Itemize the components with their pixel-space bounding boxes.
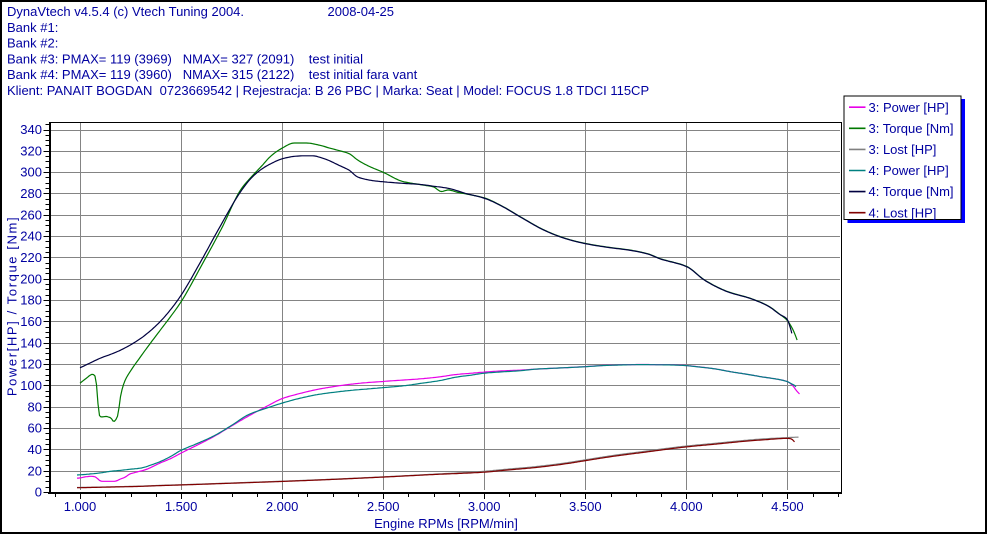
svg-text:3: Power [HP]: 3: Power [HP]: [869, 100, 949, 115]
svg-text:320: 320: [20, 143, 42, 158]
svg-text:3: Torque [Nm]: 3: Torque [Nm]: [869, 121, 954, 136]
svg-text:3.000: 3.000: [468, 499, 501, 514]
svg-text:2008-04-25: 2008-04-25: [328, 4, 395, 19]
svg-text:280: 280: [20, 186, 42, 201]
svg-text:4.500: 4.500: [771, 499, 804, 514]
svg-text:0: 0: [35, 485, 42, 500]
svg-text:200: 200: [20, 271, 42, 286]
svg-text:Bank #2:: Bank #2:: [7, 36, 58, 51]
svg-text:260: 260: [20, 207, 42, 222]
svg-text:Klient: PANAIT BOGDAN 0723669: Klient: PANAIT BOGDAN 0723669542 | Rejes…: [7, 83, 649, 98]
svg-text:80: 80: [28, 399, 42, 414]
svg-text:4: Lost [HP]: 4: Lost [HP]: [869, 205, 937, 220]
svg-text:340: 340: [20, 122, 42, 137]
svg-text:140: 140: [20, 335, 42, 350]
svg-text:Bank #3: PMAX= 119 (3969) NM: Bank #3: PMAX= 119 (3969) NMAX= 327 (209…: [7, 51, 363, 66]
svg-text:Engine RPMs [RPM/min]: Engine RPMs [RPM/min]: [374, 516, 518, 531]
svg-text:240: 240: [20, 229, 42, 244]
svg-text:Power[HP] / Torque [Nm]: Power[HP] / Torque [Nm]: [5, 216, 20, 396]
svg-text:160: 160: [20, 314, 42, 329]
svg-text:100: 100: [20, 378, 42, 393]
svg-text:3.500: 3.500: [569, 499, 602, 514]
svg-text:3: Lost [HP]: 3: Lost [HP]: [869, 142, 937, 157]
svg-text:4: Power [HP]: 4: Power [HP]: [869, 163, 949, 178]
svg-text:2.000: 2.000: [266, 499, 299, 514]
svg-text:Bank #4: PMAX= 119 (3960) NM: Bank #4: PMAX= 119 (3960) NMAX= 315 (212…: [7, 67, 418, 82]
svg-text:40: 40: [28, 442, 42, 457]
svg-text:Bank #1:: Bank #1:: [7, 20, 58, 35]
svg-text:120: 120: [20, 357, 42, 372]
svg-text:1.500: 1.500: [165, 499, 198, 514]
svg-text:220: 220: [20, 250, 42, 265]
svg-text:180: 180: [20, 293, 42, 308]
svg-text:60: 60: [28, 421, 42, 436]
svg-text:2.500: 2.500: [367, 499, 400, 514]
svg-text:DynaVtech v4.5.4 (c) Vtech Tun: DynaVtech v4.5.4 (c) Vtech Tuning 2004.: [7, 4, 244, 19]
svg-text:4.000: 4.000: [670, 499, 703, 514]
svg-text:1.000: 1.000: [64, 499, 97, 514]
svg-text:300: 300: [20, 165, 42, 180]
svg-text:20: 20: [28, 463, 42, 478]
svg-text:4: Torque [Nm]: 4: Torque [Nm]: [869, 184, 954, 199]
